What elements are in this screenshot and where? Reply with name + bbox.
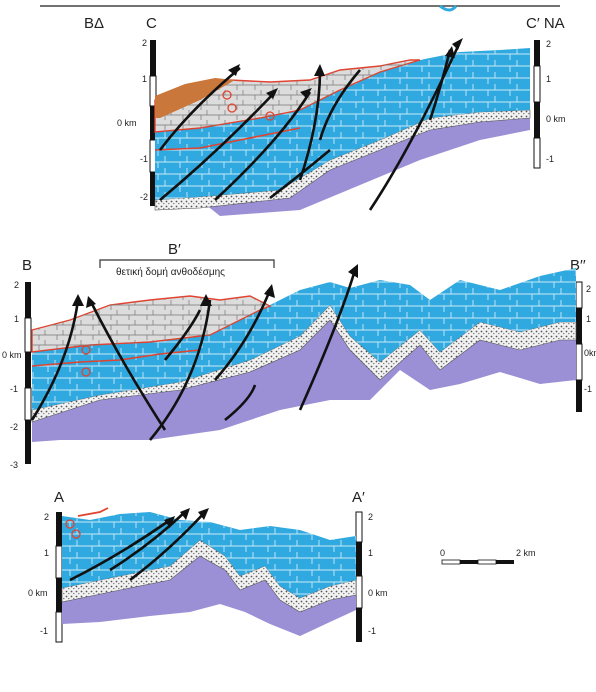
top-border-strip bbox=[40, 4, 560, 12]
tick-label: 0 km bbox=[28, 588, 48, 598]
tick-label: -1 bbox=[584, 384, 592, 394]
tick-label: 0 km bbox=[2, 350, 22, 360]
bracket-caption: θετική δομή ανθοδέσμης bbox=[116, 266, 225, 278]
tick-label: -1 bbox=[40, 626, 48, 636]
flysch-layer-texture bbox=[32, 296, 270, 352]
tick-label: -2 bbox=[140, 192, 148, 202]
fossil-marker-icon bbox=[81, 367, 91, 377]
scale-start-label: 0 bbox=[440, 548, 445, 558]
section-b-mid-label: B′ bbox=[168, 241, 181, 258]
tick-label: -2 bbox=[10, 422, 18, 432]
tick-label: -1 bbox=[10, 384, 18, 394]
direction-label-nw: ΒΔ bbox=[84, 15, 104, 32]
tick-label: 2 bbox=[142, 38, 147, 48]
section-a-right-label: A′ bbox=[352, 489, 365, 506]
section-c-right-label: C′ NA bbox=[526, 15, 565, 32]
tick-label: 2 bbox=[44, 512, 49, 522]
limestone-layer-texture bbox=[62, 512, 356, 598]
section-a: A A′ 2 1 0 km -1 2 1 0 km -1 bbox=[28, 489, 388, 643]
section-c-right-scale: 2 1 0 km -1 bbox=[533, 39, 566, 169]
section-b-left-scale: 2 1 0 km -1 -2 -3 bbox=[2, 280, 32, 470]
section-c-left-label: C bbox=[146, 15, 157, 32]
fossil-marker-icon bbox=[71, 529, 81, 539]
fault-arrow-icons bbox=[228, 38, 463, 99]
section-a-left-label: A bbox=[54, 489, 64, 506]
tick-label: 2 bbox=[14, 280, 19, 290]
tick-label: 1 bbox=[368, 548, 373, 558]
fossil-marker-icon bbox=[222, 90, 232, 100]
section-b-right-scale: 2 1 0km -1 bbox=[575, 281, 596, 412]
fossil-marker-icon bbox=[65, 519, 75, 529]
tick-label: 0 km bbox=[546, 114, 566, 124]
tick-label: -1 bbox=[368, 626, 376, 636]
fault-lines bbox=[69, 511, 206, 582]
contact-line bbox=[31, 349, 201, 367]
conglomerate-layer bbox=[31, 304, 577, 423]
fossil-marker-icon bbox=[265, 111, 275, 121]
basement-layer bbox=[200, 118, 530, 216]
tick-label: 1 bbox=[14, 314, 19, 324]
contact-line bbox=[77, 507, 109, 517]
conglomerate-layer bbox=[61, 539, 357, 613]
section-b-left-label: B bbox=[22, 257, 32, 274]
tick-label: 1 bbox=[546, 74, 551, 84]
basement-layer bbox=[32, 320, 576, 442]
fossil-marker-icon bbox=[227, 103, 237, 113]
tick-label: 0 km bbox=[117, 118, 137, 128]
basement-layer bbox=[62, 556, 356, 636]
tick-label: -1 bbox=[546, 154, 554, 164]
fault-arrow-icons bbox=[72, 264, 358, 308]
tick-label: 1 bbox=[586, 314, 591, 324]
fault-lines bbox=[30, 269, 357, 441]
tick-label: -3 bbox=[10, 460, 18, 470]
tick-label: 0km bbox=[584, 348, 596, 358]
section-c: ΒΔ C C′ NA 2 1 0 km -1 -2 2 1 0 km -1 bbox=[84, 15, 566, 216]
fossil-marker-icon bbox=[81, 345, 91, 355]
section-b: B B′ B′′ θετική δομή ανθοδέσμης 2 1 0 km… bbox=[2, 241, 596, 470]
tick-label: 1 bbox=[142, 74, 147, 84]
bracket-line bbox=[99, 259, 275, 268]
tick-label: 0 km bbox=[368, 588, 388, 598]
molasse-layer bbox=[155, 78, 235, 118]
section-a-left-scale: 2 1 0 km -1 bbox=[28, 512, 63, 643]
tick-label: 2 bbox=[586, 284, 591, 294]
fault-arrow-icons bbox=[164, 508, 209, 528]
limestone-layer-texture bbox=[32, 268, 576, 410]
tick-label: 1 bbox=[44, 548, 49, 558]
fault-lines bbox=[158, 41, 462, 211]
tick-label: 2 bbox=[368, 512, 373, 522]
scale-end-label: 2 km bbox=[516, 548, 536, 558]
conglomerate-layer bbox=[154, 109, 531, 211]
section-a-right-scale: 2 1 0 km -1 bbox=[355, 511, 388, 642]
tick-label: -1 bbox=[140, 154, 148, 164]
distance-scale-bar: 0 2 km bbox=[440, 548, 536, 565]
tick-label: 2 bbox=[546, 39, 551, 49]
limestone-layer-texture bbox=[155, 48, 530, 200]
section-c-left-scale: 2 1 0 km -1 -2 bbox=[117, 38, 157, 206]
